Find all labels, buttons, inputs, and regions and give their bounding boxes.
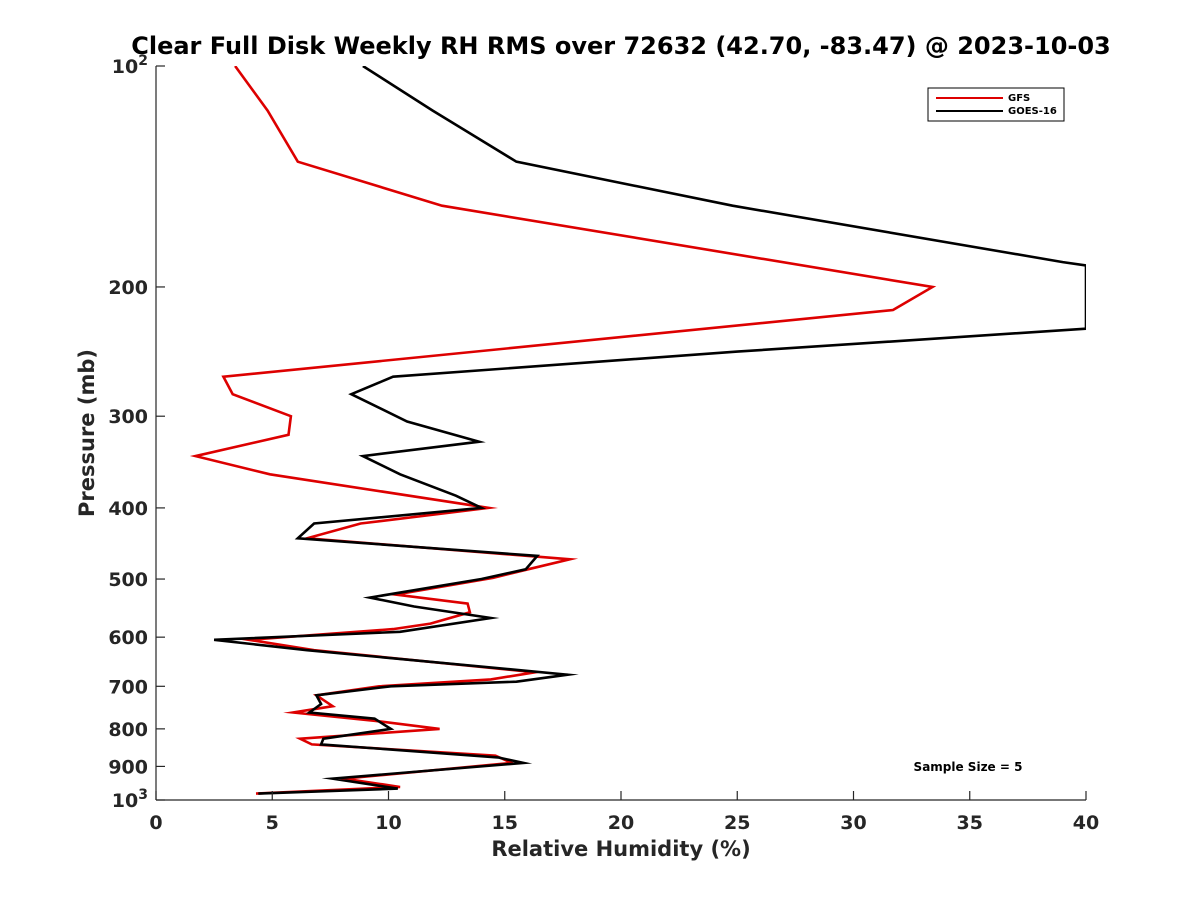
chart-title: Clear Full Disk Weekly RH RMS over 72632… [131, 32, 1111, 60]
y-tick-label: 300 [108, 406, 148, 428]
series-line-goes16 [213, 66, 1086, 795]
series-layer [189, 66, 1086, 795]
y-tick-label: 103 [112, 787, 148, 812]
y-tick-label: 800 [108, 719, 148, 741]
x-tick-label: 35 [957, 812, 983, 834]
legend-label-gfs: GFS [1008, 93, 1030, 104]
x-tick-label: 10 [375, 812, 401, 834]
x-tick-label: 25 [724, 812, 750, 834]
x-tick-label: 20 [608, 812, 634, 834]
y-axis-label: Pressure (mb) [75, 349, 99, 517]
y-tick-label: 500 [108, 569, 148, 591]
x-tick-label: 0 [149, 812, 162, 834]
sample-size-annotation: Sample Size = 5 [914, 760, 1023, 774]
x-tick-label: 40 [1073, 812, 1099, 834]
x-tick-label: 5 [266, 812, 279, 834]
y-tick-label: 102 [112, 53, 148, 78]
x-ticks: 0 5 10 15 20 25 30 35 40 [149, 791, 1099, 834]
x-tick-label: 30 [840, 812, 866, 834]
series-line-gfs [189, 66, 937, 795]
plot-area: 0 5 10 15 20 25 30 35 40 102 200 300 400 500 600 700 80… [108, 53, 1099, 834]
legend: GFS GOES-16 [927, 87, 1065, 122]
y-tick-label: 400 [108, 498, 148, 520]
y-ticks: 102 200 300 400 500 600 700 800 900 103 [108, 53, 165, 812]
x-axis-label: Relative Humidity (%) [491, 837, 750, 861]
legend-box [927, 87, 1065, 122]
y-tick-label: 600 [108, 627, 148, 649]
y-tick-label: 200 [108, 277, 148, 299]
y-tick-label: 700 [108, 676, 148, 698]
y-tick-label: 900 [108, 756, 148, 778]
x-tick-label: 15 [492, 812, 518, 834]
legend-label-goes16: GOES-16 [1008, 106, 1057, 117]
